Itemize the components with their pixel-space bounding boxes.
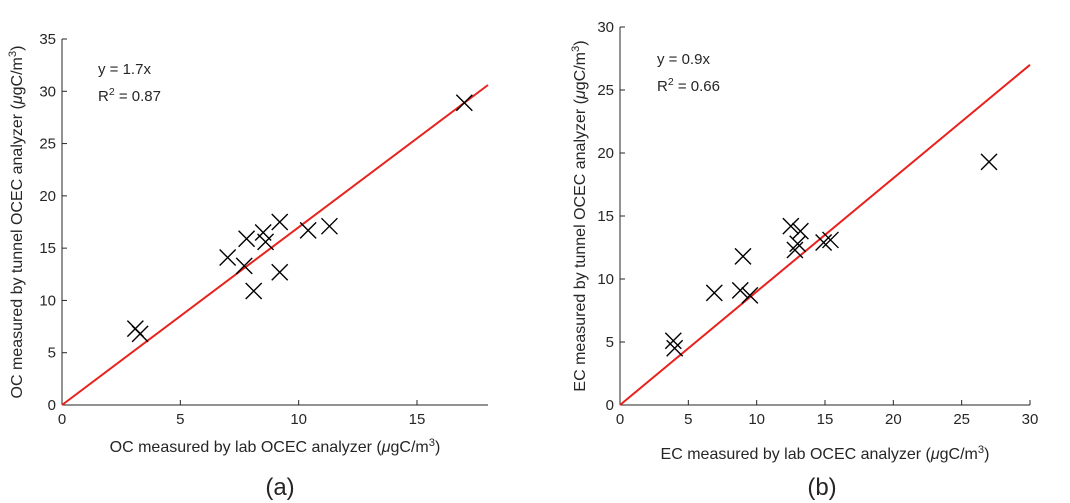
y-axis-label: EC measured by tunnel OCEC analyzer (μgC…	[570, 40, 589, 391]
y-tick-label: 25	[39, 136, 56, 153]
y-tick-label: 10	[39, 292, 56, 309]
data-point-marker	[734, 247, 752, 265]
y-tick-label: 5	[606, 334, 614, 351]
data-point-marker	[219, 249, 237, 267]
x-tick-label: 0	[616, 411, 624, 428]
panel-label: (b)	[807, 474, 836, 501]
x-axis-label: OC measured by lab OCEC analyzer (μgC/m3…	[110, 437, 441, 456]
x-tick-label: 10	[290, 411, 307, 428]
y-tick-label: 10	[597, 271, 614, 288]
y-tick-label: 0	[606, 397, 614, 414]
x-axis-label: EC measured by lab OCEC analyzer (μgC/m3…	[661, 444, 990, 463]
data-point-marker	[821, 231, 839, 249]
data-point-marker	[815, 233, 833, 251]
data-point-marker	[245, 282, 263, 300]
chart-panel-a: 0 5 10 15 0 5 10 15 20 25 30 35 y = 1.7x R2 = 0.87 OC …	[7, 31, 489, 501]
x-tick-label: 5	[176, 411, 184, 428]
data-point-marker	[320, 217, 338, 235]
y-tick-label: 20	[597, 145, 614, 162]
y-tick-label: 25	[597, 82, 614, 99]
data-point-marker	[271, 263, 289, 281]
data-point-marker	[455, 94, 473, 112]
x-tick-label: 15	[817, 411, 834, 428]
x-tick-label: 25	[953, 411, 970, 428]
data-point-marker	[131, 325, 149, 343]
fit-equation-label: y = 0.9x	[657, 51, 710, 68]
r-squared-label: R2 = 0.66	[657, 76, 720, 95]
y-tick-label: 0	[48, 397, 56, 414]
chart-panel-b: 0 5 10 15 20 25 30 0 5 10 15 20 25 30 y = 0.9x R2 = 0.6…	[570, 19, 1038, 501]
panel-label: (a)	[265, 474, 294, 501]
x-tick-label: 15	[409, 411, 426, 428]
y-tick-label: 35	[39, 31, 56, 48]
data-point-marker	[666, 339, 684, 357]
x-tick-label: 30	[1022, 411, 1039, 428]
data-point-marker	[791, 222, 809, 240]
data-point-marker	[980, 153, 998, 171]
data-point-marker	[782, 217, 800, 235]
data-point-marker	[299, 221, 317, 239]
x-tick-label: 20	[885, 411, 902, 428]
data-point-marker	[786, 241, 804, 259]
data-point-marker	[789, 235, 807, 253]
x-tick-label: 5	[684, 411, 692, 428]
fit-equation-label: y = 1.7x	[98, 61, 151, 78]
data-point-marker	[731, 281, 749, 299]
data-point-marker	[257, 233, 275, 251]
data-point-marker	[238, 230, 256, 248]
data-point-marker	[271, 213, 289, 231]
y-tick-label: 15	[597, 208, 614, 225]
data-point-marker	[235, 257, 253, 275]
y-tick-label: 5	[48, 345, 56, 362]
y-tick-label: 15	[39, 240, 56, 257]
x-tick-label: 0	[58, 411, 66, 428]
data-point-marker	[664, 332, 682, 350]
data-point-marker	[705, 284, 723, 302]
x-tick-label: 10	[748, 411, 765, 428]
data-point-marker	[254, 223, 272, 241]
fit-line	[61, 84, 489, 406]
y-tick-label: 30	[597, 19, 614, 36]
r-squared-label: R2 = 0.87	[98, 86, 161, 105]
y-tick-label: 30	[39, 83, 56, 100]
y-axis-label: OC measured by tunnel OCEC analyzer (μgC…	[7, 46, 26, 399]
data-point-marker	[741, 286, 759, 304]
y-tick-label: 20	[39, 188, 56, 205]
